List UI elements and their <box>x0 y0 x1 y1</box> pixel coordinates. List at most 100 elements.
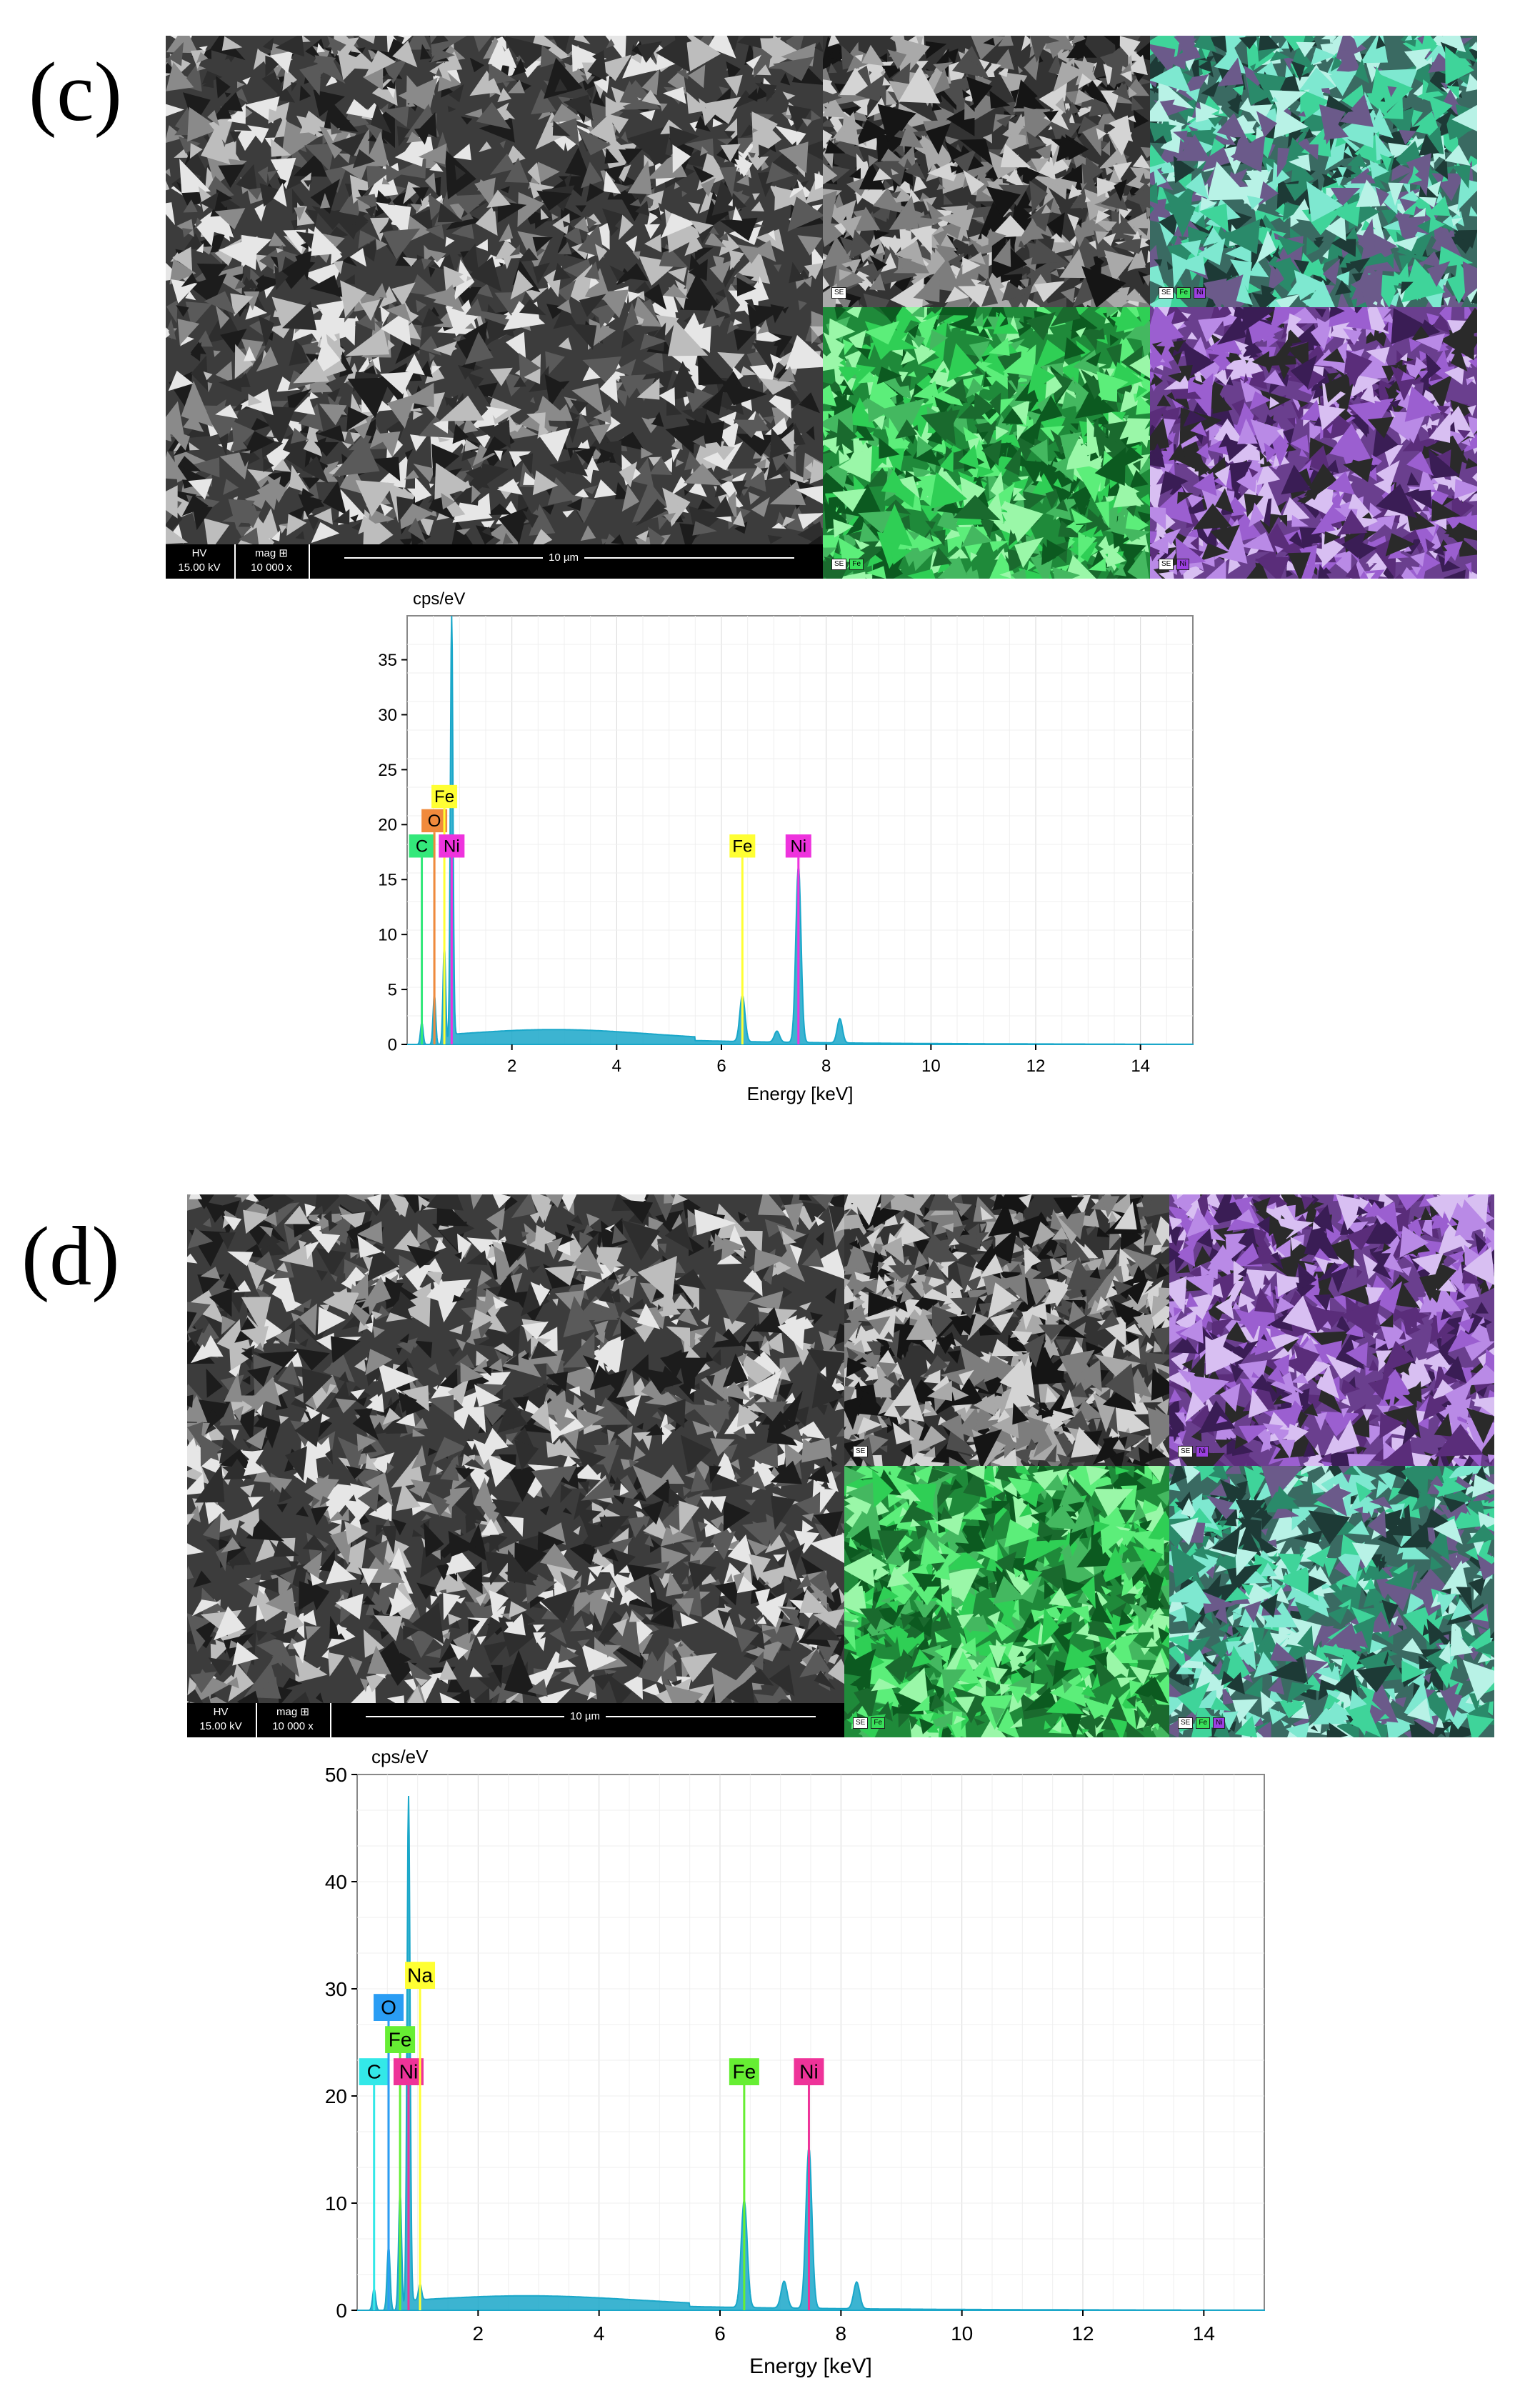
crystal-facet <box>291 189 305 214</box>
crystal-facet <box>823 353 840 371</box>
crystal-facet <box>1089 261 1102 281</box>
crystal-facet <box>597 289 629 319</box>
crystal-facet <box>477 1269 492 1287</box>
crystal-facet <box>185 301 212 327</box>
crystal-facet <box>1414 231 1427 240</box>
crystal-facet <box>1330 187 1361 206</box>
crystal-facet <box>314 441 339 457</box>
crystal-facet <box>1436 109 1453 127</box>
crystal-facet <box>489 367 513 386</box>
crystal-facet <box>1389 399 1401 409</box>
crystal-facet <box>1399 129 1416 145</box>
crystal-facet <box>721 474 734 483</box>
crystal-facet <box>933 529 946 546</box>
crystal-facet <box>604 164 626 183</box>
crystal-facet <box>464 109 484 119</box>
crystal-facet <box>443 266 473 291</box>
crystal-facet <box>850 299 860 307</box>
crystal-facet <box>1150 182 1158 204</box>
crystal-facet <box>1314 308 1326 318</box>
crystal-facet <box>431 365 442 375</box>
crystal-facet <box>412 1529 423 1537</box>
crystal-facet <box>1187 526 1199 539</box>
crystal-facet <box>234 344 254 379</box>
crystal-facet <box>823 79 833 94</box>
crystal-facet <box>656 314 679 336</box>
y-axis-label-c: cps/eV <box>413 589 465 609</box>
crystal-facet <box>996 426 1009 441</box>
crystal-facet <box>513 376 527 388</box>
crystal-facet <box>1248 467 1259 478</box>
crystal-facet <box>466 493 491 514</box>
crystal-facet <box>823 444 831 453</box>
crystal-facet <box>1319 104 1346 145</box>
crystal-facet <box>1399 255 1414 273</box>
crystal-facet <box>869 255 887 271</box>
crystal-facet <box>268 232 286 246</box>
crystal-facet <box>441 492 455 510</box>
crystal-facet <box>1071 508 1093 524</box>
crystal-facet <box>304 1203 316 1218</box>
crystal-facet <box>1137 511 1150 525</box>
crystal-facet <box>380 1396 401 1419</box>
crystal-facet <box>1432 546 1445 556</box>
crystal-facet <box>234 130 259 151</box>
crystal-facet <box>583 234 598 251</box>
crystal-facet <box>221 1315 236 1335</box>
crystal-facet <box>1329 423 1375 466</box>
crystal-facet <box>351 221 369 234</box>
crystal-facet <box>1384 253 1394 269</box>
crystal-facet <box>1061 164 1083 184</box>
crystal-facet <box>863 293 890 307</box>
crystal-facet <box>556 279 576 303</box>
crystal-facet <box>179 159 211 194</box>
crystal-facet <box>1117 543 1146 564</box>
crystal-facet <box>506 331 526 361</box>
crystal-facet <box>1404 484 1433 509</box>
crystal-facet <box>429 1462 443 1477</box>
crystal-facet <box>302 494 325 511</box>
crystal-facet <box>1126 54 1148 76</box>
crystal-facet <box>963 169 985 195</box>
crystal-facet <box>1324 131 1360 171</box>
crystal-facet <box>1466 379 1474 386</box>
crystal-facet <box>1305 531 1326 544</box>
crystal-facet <box>899 371 909 382</box>
crystal-facet <box>552 1298 559 1307</box>
crystal-facet <box>855 347 871 359</box>
crystal-facet <box>720 144 741 162</box>
crystal-facet <box>686 373 693 379</box>
x-tick-label: 14 <box>1131 1057 1150 1076</box>
crystal-facet <box>1050 269 1059 277</box>
crystal-facet <box>734 159 754 177</box>
crystal-facet <box>245 303 268 320</box>
crystal-facet <box>657 514 668 530</box>
crystal-facet <box>732 206 743 221</box>
crystal-facet <box>962 89 971 99</box>
crystal-facet <box>338 117 351 127</box>
crystal-facet <box>1216 113 1249 142</box>
crystal-facet <box>1291 514 1309 527</box>
crystal-facet <box>386 1462 394 1474</box>
crystal-facet <box>1196 443 1209 460</box>
crystal-facet <box>710 1579 722 1587</box>
crystal-facet <box>302 477 321 489</box>
crystal-facet <box>1336 46 1361 73</box>
crystal-facet <box>769 36 801 68</box>
crystal-facet <box>697 352 726 386</box>
crystal-facet <box>989 90 1011 109</box>
crystal-facet <box>331 131 366 157</box>
crystal-facet <box>649 417 656 424</box>
crystal-facet <box>542 504 554 515</box>
crystal-facet <box>575 205 586 213</box>
crystal-facet <box>1446 204 1460 217</box>
crystal-facet <box>1342 328 1362 346</box>
crystal-facet <box>429 352 436 362</box>
crystal-facet <box>1210 437 1220 446</box>
crystal-facet <box>294 206 306 221</box>
crystal-facet <box>1081 266 1126 307</box>
crystal-facet <box>834 1401 844 1411</box>
crystal-facet <box>1249 502 1264 527</box>
crystal-facet <box>800 140 823 161</box>
crystal-facet <box>1451 104 1477 131</box>
